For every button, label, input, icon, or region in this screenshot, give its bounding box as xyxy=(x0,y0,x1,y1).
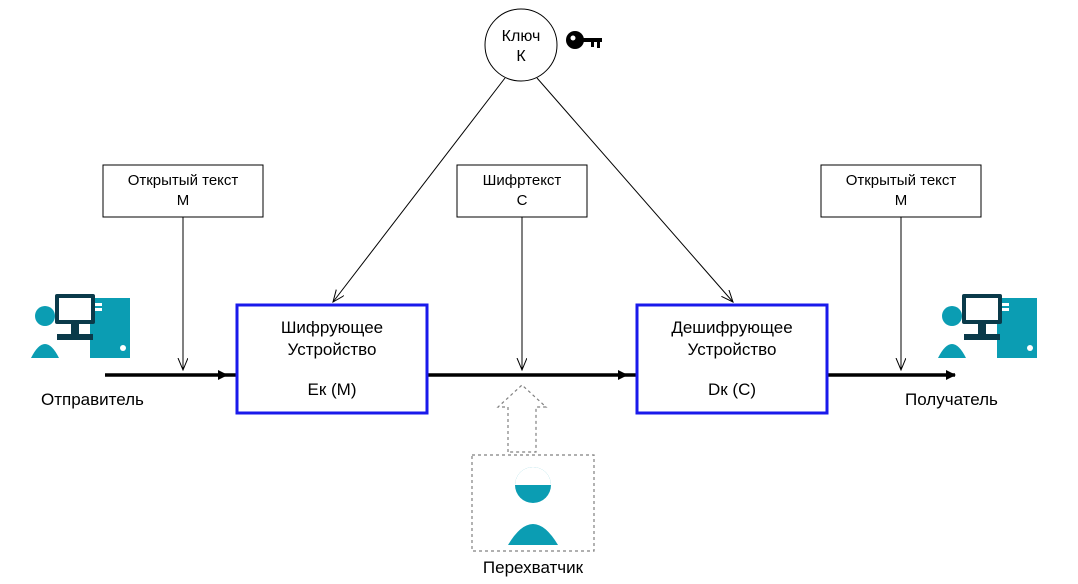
interceptor-arrow xyxy=(498,385,546,452)
encrypt-device-box: Шифрующее Устройство Ек (М) xyxy=(237,305,427,413)
sender-label: Отправитель xyxy=(41,390,144,409)
decrypt-device-box: Дешифрующее Устройство Dк (С) xyxy=(637,305,827,413)
sender-icon xyxy=(31,294,130,358)
plaintext-right-line2: М xyxy=(895,192,908,209)
key-icon xyxy=(566,31,602,49)
plaintext-right-box: Открытый текст М xyxy=(821,165,981,217)
interceptor-icon xyxy=(508,467,558,545)
key-label-line2: К xyxy=(516,48,526,65)
encrypt-line3: Ек (М) xyxy=(308,380,357,399)
key-node: Ключ К xyxy=(485,9,557,81)
receiver-icon xyxy=(938,294,1037,358)
receiver-label: Получатель xyxy=(905,390,998,409)
ciphertext-box: Шифртекст С xyxy=(457,165,587,217)
ciphertext-line2: С xyxy=(517,192,528,209)
key-label-line1: Ключ xyxy=(502,28,541,45)
encrypt-line2: Устройство xyxy=(288,340,377,359)
plaintext-right-line1: Открытый текст xyxy=(846,172,957,189)
interceptor-label: Перехватчик xyxy=(483,558,584,577)
plaintext-left-line1: Открытый текст xyxy=(128,172,239,189)
plaintext-left-box: Открытый текст М xyxy=(103,165,263,217)
decrypt-line1: Дешифрующее xyxy=(671,318,792,337)
ciphertext-line1: Шифртекст xyxy=(483,172,562,189)
decrypt-line3: Dк (С) xyxy=(708,380,756,399)
interceptor-node xyxy=(472,385,594,551)
encrypt-line1: Шифрующее xyxy=(281,318,383,337)
plaintext-left-line2: М xyxy=(177,192,190,209)
decrypt-line2: Устройство xyxy=(688,340,777,359)
